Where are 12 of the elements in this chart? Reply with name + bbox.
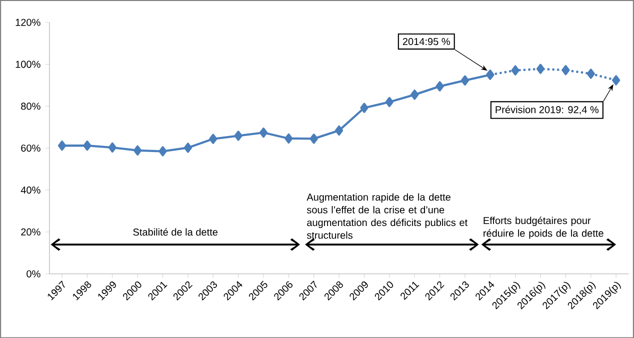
y-tick-label: 60% bbox=[21, 144, 40, 152]
y-tick-label: 20% bbox=[21, 228, 40, 236]
y-tick-label: 100% bbox=[16, 60, 40, 68]
annotation: Efforts budgétaires pour réduire le poids de la dette bbox=[484, 216, 604, 239]
annotation: Augmentation rapide de la dette sous l’effet de la crise et d’une augmentation des déficits publics et structurels bbox=[306, 193, 468, 239]
annotation: 2014:95 % bbox=[402, 38, 450, 45]
y-tick-label: 40% bbox=[20, 186, 40, 194]
annotation: Prévision 2019: 92,4 % bbox=[496, 106, 599, 114]
y-tick-label: 120% bbox=[16, 18, 40, 26]
annotation: Stabilité de la dette bbox=[133, 228, 218, 236]
y-tick-label: 0% bbox=[26, 270, 40, 278]
y-tick-label: 80% bbox=[21, 102, 40, 110]
